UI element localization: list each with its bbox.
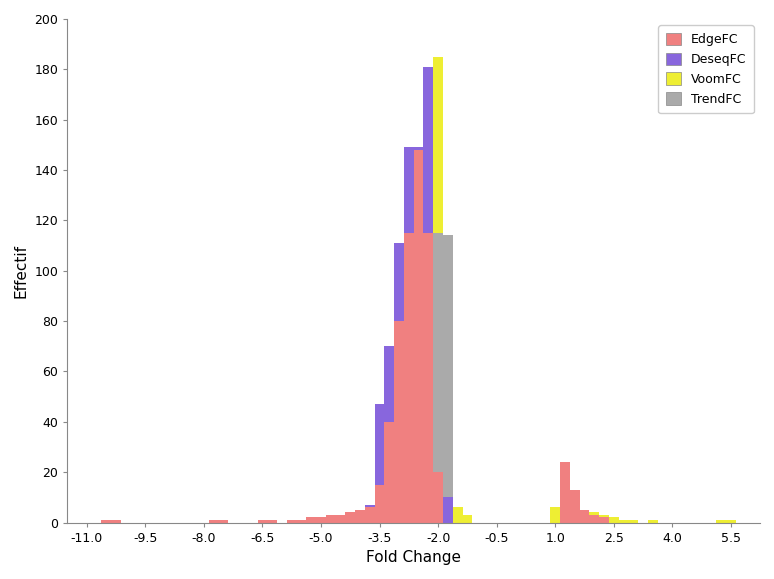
Bar xyxy=(443,236,453,522)
Bar xyxy=(287,520,296,522)
Bar xyxy=(394,321,404,522)
Bar xyxy=(345,512,355,522)
Bar xyxy=(336,518,345,522)
Bar xyxy=(726,520,736,522)
Bar xyxy=(316,520,326,522)
Bar xyxy=(296,520,307,522)
Bar xyxy=(394,243,404,522)
Bar xyxy=(433,472,443,522)
Bar xyxy=(648,520,658,522)
Bar xyxy=(404,147,414,522)
Bar xyxy=(336,515,345,522)
Bar xyxy=(609,518,618,522)
Bar xyxy=(423,233,433,522)
Bar xyxy=(580,520,589,522)
Bar xyxy=(443,467,453,522)
Bar xyxy=(618,520,628,522)
Bar xyxy=(209,520,218,522)
Bar xyxy=(580,510,589,522)
Bar xyxy=(258,520,267,522)
Bar xyxy=(628,520,638,522)
Bar xyxy=(375,500,385,522)
Bar xyxy=(570,490,580,522)
Bar xyxy=(599,515,609,522)
Bar xyxy=(570,515,580,522)
Bar xyxy=(560,462,570,522)
Legend: EdgeFC, DeseqFC, VoomFC, TrendFC: EdgeFC, DeseqFC, VoomFC, TrendFC xyxy=(659,25,754,113)
Bar xyxy=(326,518,336,522)
Bar xyxy=(267,520,277,522)
Bar xyxy=(433,57,443,522)
Bar xyxy=(404,470,414,522)
Bar xyxy=(355,512,365,522)
Bar xyxy=(375,404,385,522)
Bar xyxy=(111,520,121,522)
Bar xyxy=(267,520,277,522)
Bar xyxy=(316,518,326,522)
Bar xyxy=(560,482,570,522)
Bar xyxy=(365,507,375,522)
Bar xyxy=(218,520,228,522)
Y-axis label: Effectif: Effectif xyxy=(14,244,29,298)
Bar xyxy=(345,515,355,522)
Bar xyxy=(336,515,345,522)
Bar xyxy=(560,495,570,522)
Bar xyxy=(258,520,267,522)
X-axis label: Fold Change: Fold Change xyxy=(366,550,461,565)
Bar xyxy=(716,520,726,522)
Bar xyxy=(326,515,336,522)
Bar xyxy=(355,510,365,522)
Bar xyxy=(414,147,423,522)
Bar xyxy=(111,520,121,522)
Bar xyxy=(423,467,433,522)
Bar xyxy=(453,507,463,522)
Bar xyxy=(307,518,316,522)
Bar xyxy=(365,507,375,522)
Bar xyxy=(111,520,121,522)
Bar xyxy=(414,150,423,522)
Bar xyxy=(101,520,111,522)
Bar xyxy=(296,520,307,522)
Bar xyxy=(101,520,111,522)
Bar xyxy=(385,346,394,522)
Bar xyxy=(433,233,443,522)
Bar xyxy=(385,422,394,522)
Bar xyxy=(365,505,375,522)
Bar xyxy=(423,67,433,522)
Bar xyxy=(570,497,580,522)
Bar xyxy=(209,520,218,522)
Bar xyxy=(316,518,326,522)
Bar xyxy=(218,520,228,522)
Bar xyxy=(355,510,365,522)
Bar xyxy=(550,507,560,522)
Bar xyxy=(296,520,307,522)
Bar xyxy=(589,515,599,522)
Bar xyxy=(345,512,355,522)
Bar xyxy=(394,467,404,522)
Bar xyxy=(267,520,277,522)
Bar xyxy=(599,518,609,522)
Bar xyxy=(258,520,267,522)
Bar xyxy=(589,512,599,522)
Bar xyxy=(414,467,423,522)
Bar xyxy=(287,520,296,522)
Bar xyxy=(326,515,336,522)
Bar xyxy=(385,467,394,522)
Bar xyxy=(375,485,385,522)
Bar xyxy=(307,520,316,522)
Bar xyxy=(463,515,472,522)
Bar xyxy=(433,485,443,522)
Bar xyxy=(443,497,453,522)
Bar xyxy=(404,233,414,522)
Bar xyxy=(307,518,316,522)
Bar xyxy=(209,520,218,522)
Bar xyxy=(580,510,589,522)
Bar xyxy=(218,520,228,522)
